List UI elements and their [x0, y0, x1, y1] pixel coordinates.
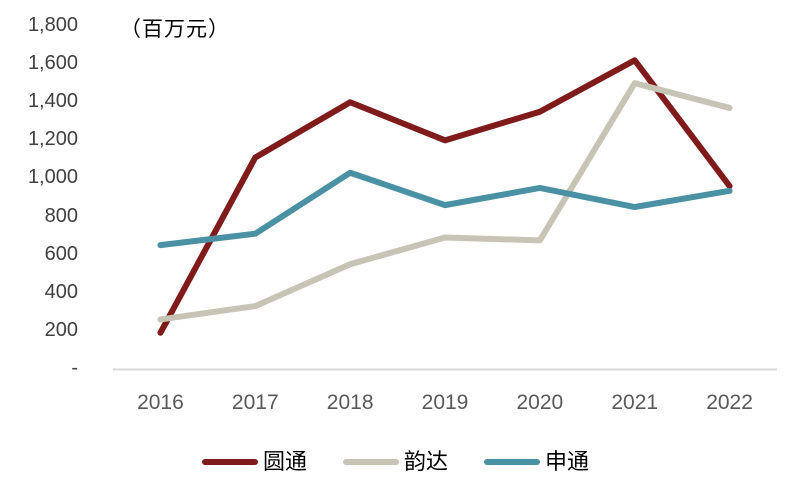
- unit-label: （百万元）: [120, 18, 230, 41]
- y-tick-label: 800: [44, 204, 78, 227]
- x-tick-label: 2017: [231, 391, 279, 414]
- y-axis: - 200 400 600 800 1,000 1,200 1,400 1,600 1,800: [0, 0, 78, 485]
- x-tick-label: 2016: [137, 391, 184, 414]
- y-tick-label: 1,000: [27, 166, 78, 189]
- x-tick-label: 2022: [706, 391, 753, 414]
- x-tick-label: 2018: [326, 391, 374, 414]
- legend-line-swatch: [342, 459, 399, 465]
- y-tick-label: 200: [44, 318, 78, 341]
- legend-line-swatch: [201, 459, 258, 465]
- y-tick-label: 1,400: [27, 90, 78, 113]
- series-line-申通: [157, 169, 733, 249]
- x-tick-label: 2019: [421, 391, 469, 414]
- legend: 圆通 韵达 申通: [0, 451, 791, 473]
- legend-item: 韵达: [342, 449, 448, 474]
- legend-item: 申通: [484, 451, 589, 473]
- x-axis: 2016 2017 2018 2019 2020 2021 2022: [0, 391, 791, 421]
- series-line-圆通: [157, 57, 733, 336]
- x-tick-label: 2020: [516, 391, 564, 414]
- legend-line-swatch: [484, 459, 540, 465]
- y-tick-label: -: [71, 357, 78, 380]
- y-tick-label: 1,800: [27, 14, 78, 37]
- legend-label: 韵达: [403, 449, 448, 474]
- legend-label: 圆通: [262, 449, 307, 474]
- legend-label: 申通: [545, 449, 590, 474]
- y-tick-label: 600: [44, 242, 78, 265]
- y-tick-label: 1,200: [27, 128, 78, 151]
- y-tick-label: 1,600: [27, 52, 78, 75]
- y-tick-label: 400: [44, 280, 78, 303]
- x-tick-label: 2021: [611, 391, 659, 414]
- series-line-韵达: [157, 80, 733, 323]
- legend-item: 圆通: [201, 449, 307, 474]
